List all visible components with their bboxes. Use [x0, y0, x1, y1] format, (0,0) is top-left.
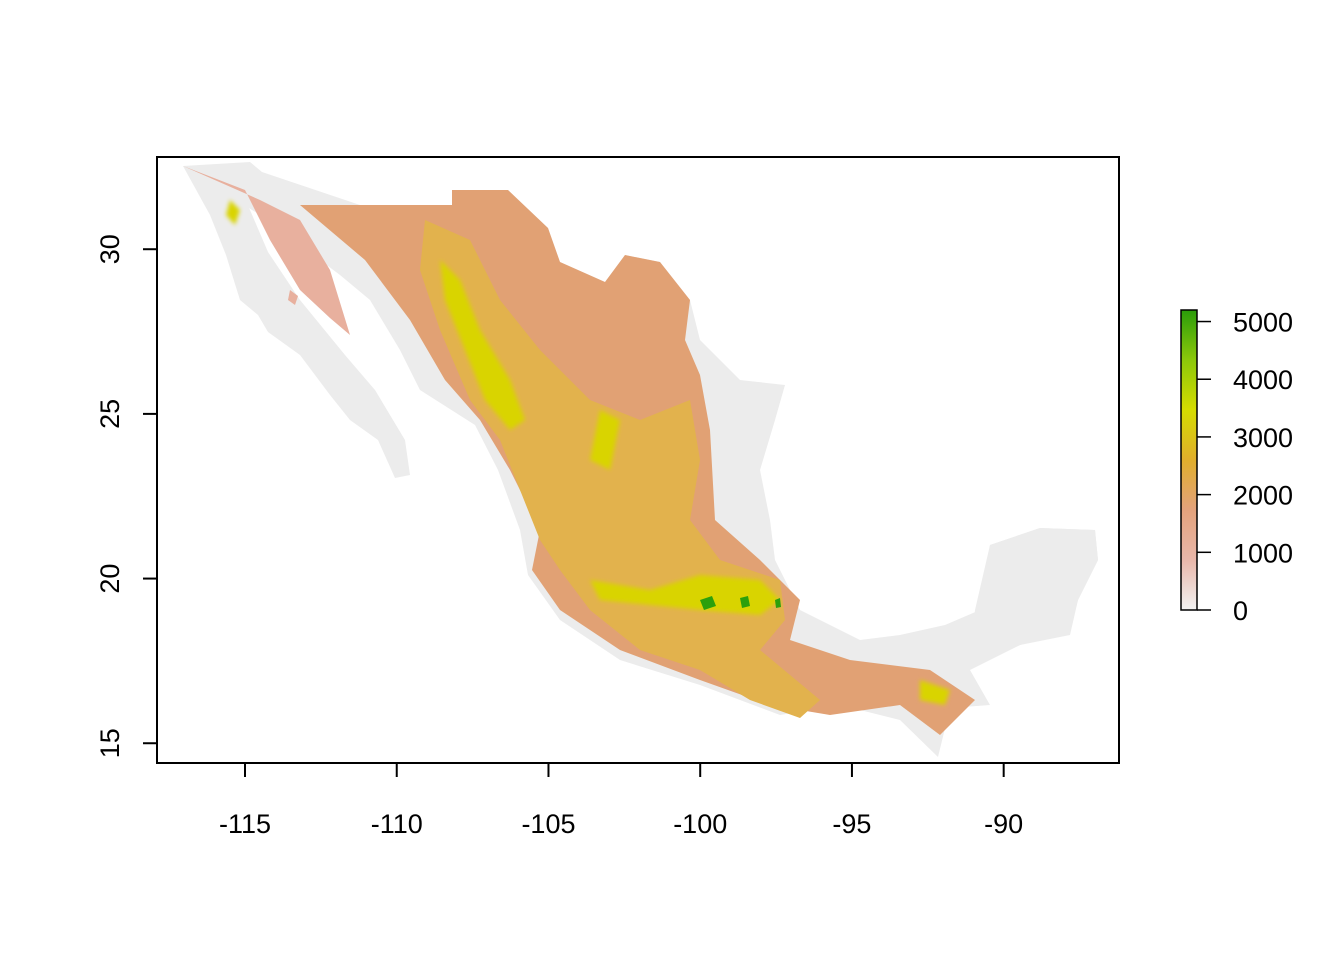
legend-tick-label: 5000	[1233, 308, 1293, 338]
x-tick-label: -90	[984, 809, 1023, 839]
central-plateau	[183, 166, 350, 335]
tiburon-island	[288, 290, 298, 305]
baja-california	[183, 166, 410, 478]
x-tick-label: -105	[521, 809, 575, 839]
y-tick-label: 15	[95, 728, 125, 758]
legend-tick-label: 3000	[1233, 423, 1293, 453]
summits	[700, 596, 781, 610]
elevation-raster	[183, 162, 1098, 757]
y-tick-label: 20	[95, 564, 125, 594]
x-tick-label: -115	[219, 809, 271, 839]
legend-color-bar	[1180, 309, 1198, 611]
legend-ticks: 0 1000 2000 3000 4000 5000	[1197, 308, 1293, 626]
x-tick-label: -100	[673, 809, 727, 839]
legend-tick-label: 4000	[1233, 365, 1293, 395]
y-tick-label: 25	[95, 399, 125, 429]
yucatan	[970, 528, 1098, 668]
x-tick-label: -95	[832, 809, 871, 839]
plot-frame	[156, 156, 1120, 764]
legend-tick-label: 2000	[1233, 481, 1293, 511]
x-axis: -115 -110 -105 -100 -95 -90	[219, 763, 1023, 839]
legend-tick-label: 1000	[1233, 538, 1293, 568]
elevation-legend: 0 1000 2000 3000 4000 5000	[1180, 308, 1293, 626]
y-axis: 15 20 25 30	[95, 234, 157, 758]
legend-tick-label: 0	[1233, 596, 1248, 626]
y-tick-label: 30	[95, 234, 125, 264]
x-tick-label: -110	[371, 809, 423, 839]
